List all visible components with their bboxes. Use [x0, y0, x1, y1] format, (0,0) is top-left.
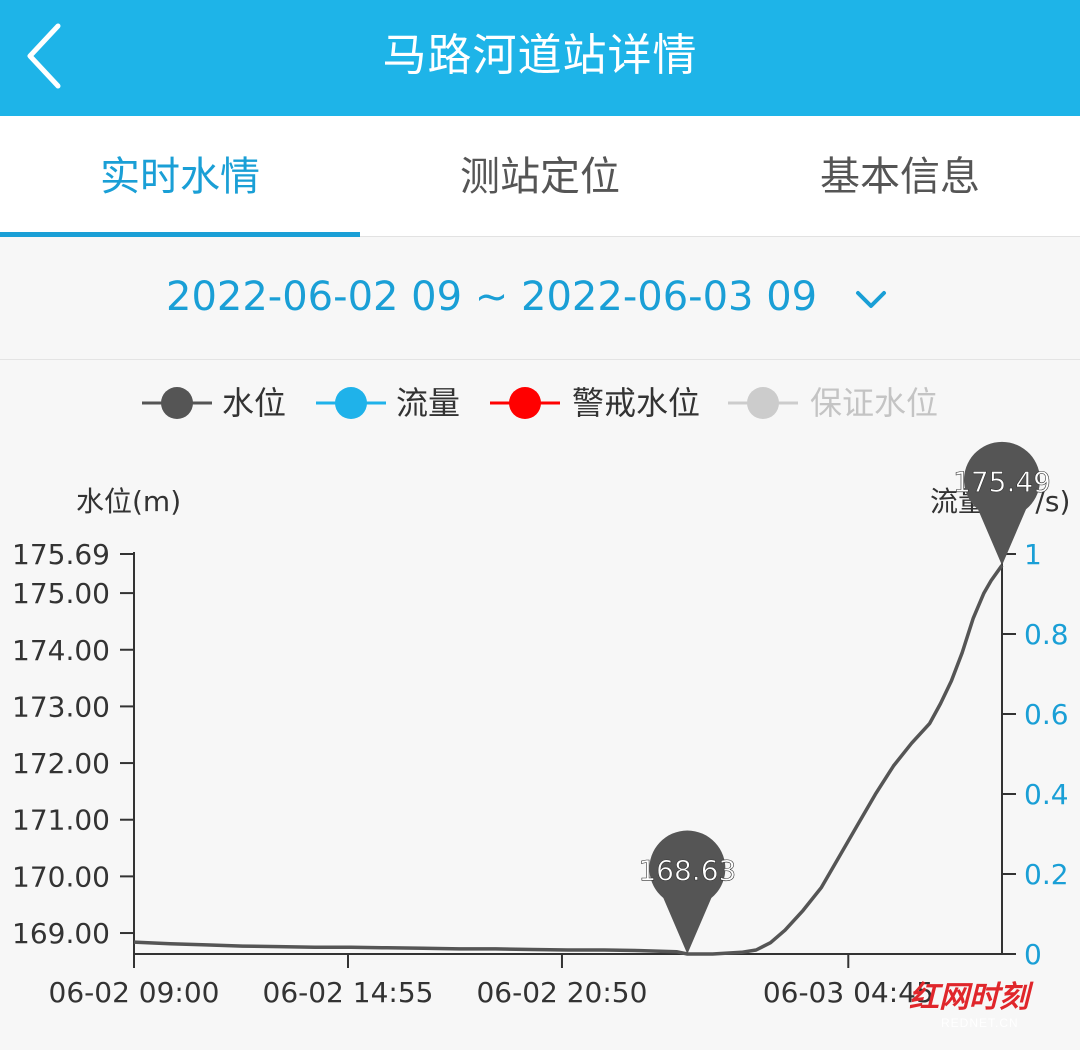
- y-right-tick-label: 1: [1024, 538, 1042, 571]
- legend-marker-water-level: [142, 387, 212, 419]
- date-range-bar: 2022-06-02 09 ~ 2022-06-03 09: [0, 237, 1080, 360]
- x-tick-label: 06-02 09:00: [49, 976, 220, 1009]
- series-line-water-level: [133, 564, 1004, 956]
- annotation-pin: [649, 830, 726, 954]
- annotation-label: 175.49: [953, 465, 1051, 498]
- annotation-pin: [963, 441, 1041, 566]
- legend-item-water-level[interactable]: 水位: [142, 378, 292, 428]
- legend-marker-guarantee-level: [728, 387, 798, 419]
- x-tick-label: 06-02 20:50: [476, 976, 647, 1009]
- y-right-tick-label: 0.6: [1024, 698, 1069, 731]
- tab-realtime-water[interactable]: 实时水情: [100, 154, 260, 200]
- legend-marker-flow: [316, 387, 386, 419]
- y-tick-label: 170.00: [12, 860, 110, 893]
- y-tick-label: 172.00: [12, 747, 110, 780]
- rednet-watermark: 红网时刻 REDNET.CN: [909, 981, 1034, 1030]
- legend-label-warning-level: 警戒水位: [572, 384, 701, 422]
- y-tick-label: 173.00: [12, 690, 110, 723]
- y-right-tick-label: 0: [1024, 938, 1042, 971]
- watermark-site: REDNET.CN: [941, 1016, 1019, 1030]
- y-tick-label: 174.00: [12, 634, 110, 667]
- legend-item-flow[interactable]: 流量: [316, 378, 466, 428]
- tab-bar: 实时水情 测站定位 基本信息: [0, 116, 1080, 237]
- chevron-down-icon[interactable]: [852, 284, 890, 314]
- y-right-tick-label: 0.8: [1024, 618, 1069, 651]
- tab-station-location[interactable]: 测站定位: [460, 154, 620, 200]
- active-tab-indicator: [0, 232, 360, 237]
- legend-marker-warning-level: [490, 387, 560, 419]
- annotation-label: 168.63: [638, 854, 736, 887]
- tab-basic-info[interactable]: 基本信息: [820, 154, 980, 200]
- y-tick-label: 171.00: [12, 804, 110, 837]
- left-axis-title: 水位(m): [76, 485, 182, 518]
- legend-label-flow: 流量: [396, 384, 461, 422]
- app-header: 马路河道站详情: [0, 0, 1080, 116]
- legend-item-warning-level[interactable]: 警戒水位: [490, 378, 705, 428]
- legend-label-water-level: 水位: [222, 384, 287, 422]
- page-title: 马路河道站详情: [382, 30, 698, 81]
- chart-plot: 169.00 170.00 171.00 172.00 173.00 174.00 175.…: [12, 441, 1069, 1009]
- legend-item-guarantee-level[interactable]: 保证水位: [728, 378, 943, 428]
- back-button[interactable]: [14, 16, 84, 96]
- date-range-selector[interactable]: 2022-06-02 09 ~ 2022-06-03 09: [166, 274, 818, 320]
- x-tick-label: 06-03 04:45: [763, 976, 934, 1009]
- water-level-chart: 水位(m) 流量(m³/s) 169.00170.00171.00172.001…: [0, 430, 1080, 1050]
- legend-label-guarantee-level: 保证水位: [810, 384, 939, 422]
- x-tick-label: 06-02 14:55: [263, 976, 434, 1009]
- watermark-brand: 红网时刻: [909, 981, 1034, 1014]
- y-tick-label: 169.00: [12, 917, 110, 950]
- y-right-tick-label: 0.4: [1024, 778, 1069, 811]
- y-right-tick-label: 0.2: [1024, 858, 1069, 891]
- y-tick-label: 175.00: [12, 577, 110, 610]
- chevron-left-icon: [27, 23, 61, 89]
- y-tick-label: 175.69: [12, 538, 110, 571]
